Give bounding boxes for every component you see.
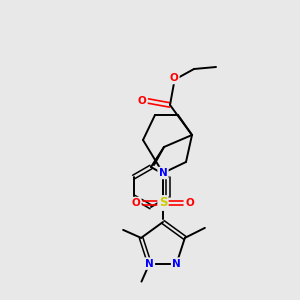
Text: N: N <box>172 259 181 269</box>
Text: S: S <box>159 196 167 209</box>
Text: O: O <box>169 73 178 83</box>
Text: O: O <box>186 198 194 208</box>
Text: N: N <box>145 259 154 269</box>
Text: O: O <box>138 96 146 106</box>
Text: O: O <box>132 198 140 208</box>
Text: N: N <box>159 168 167 178</box>
